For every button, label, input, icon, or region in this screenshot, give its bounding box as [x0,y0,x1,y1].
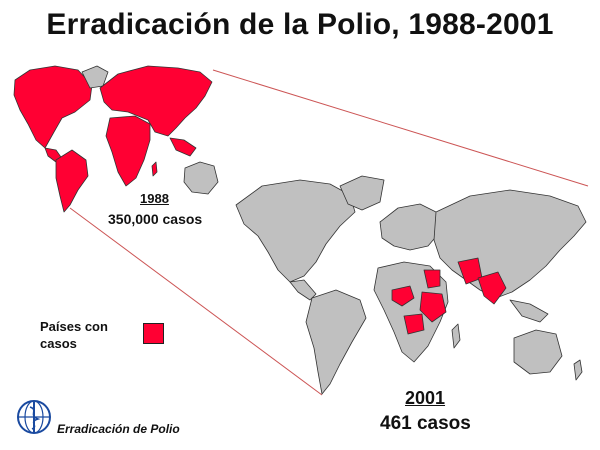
map-2001-cases-label: 461 casos [380,413,471,434]
legend-swatch [143,323,164,344]
map-2001-se-asia [509,299,549,323]
map-2001-south-america [305,289,367,395]
map-1988-madagascar [151,161,158,177]
map-2001-asia [433,189,587,299]
who-emblem-icon [17,400,51,434]
map-2001-greenland [339,175,385,211]
map-2001-central-africa-cases [403,313,425,335]
map-1988-se-asia [169,137,197,157]
map-2001-australia [513,329,563,375]
map-1988-south-america [55,149,89,213]
map-2001-east-africa-cases [419,291,447,323]
map-2001-central-america [289,279,317,301]
legend-label: Países con casos [40,319,108,351]
connector-line-top [212,69,589,187]
map-1988-greenland [81,65,109,89]
map-2001-west-africa-cases [391,285,415,307]
map-2001-madagascar [451,323,461,349]
map-2001-north-america [235,179,356,283]
map-2001 [235,175,587,395]
map-1988-north-america [13,65,93,149]
map-1988-africa [105,115,151,187]
connector-line-bottom [69,207,323,396]
map-1988-cases-label: 350,000 casos [108,211,203,227]
map-2001-europe [379,203,441,251]
page-title: Erradicación de la Polio, 1988-2001 [46,8,554,41]
map-1988-year-label: 1988 [140,191,169,206]
map-1988-australia [183,161,219,195]
map-2001-egypt-cases [423,269,441,289]
map-2001-new-zealand [573,359,583,381]
map-1988 [13,65,219,213]
map-2001-year-label: 2001 [405,388,446,408]
map-2001-india-cases [477,271,507,305]
footer-text: Erradicación de Polio [57,422,180,436]
map-1988-eurasia [99,65,213,137]
